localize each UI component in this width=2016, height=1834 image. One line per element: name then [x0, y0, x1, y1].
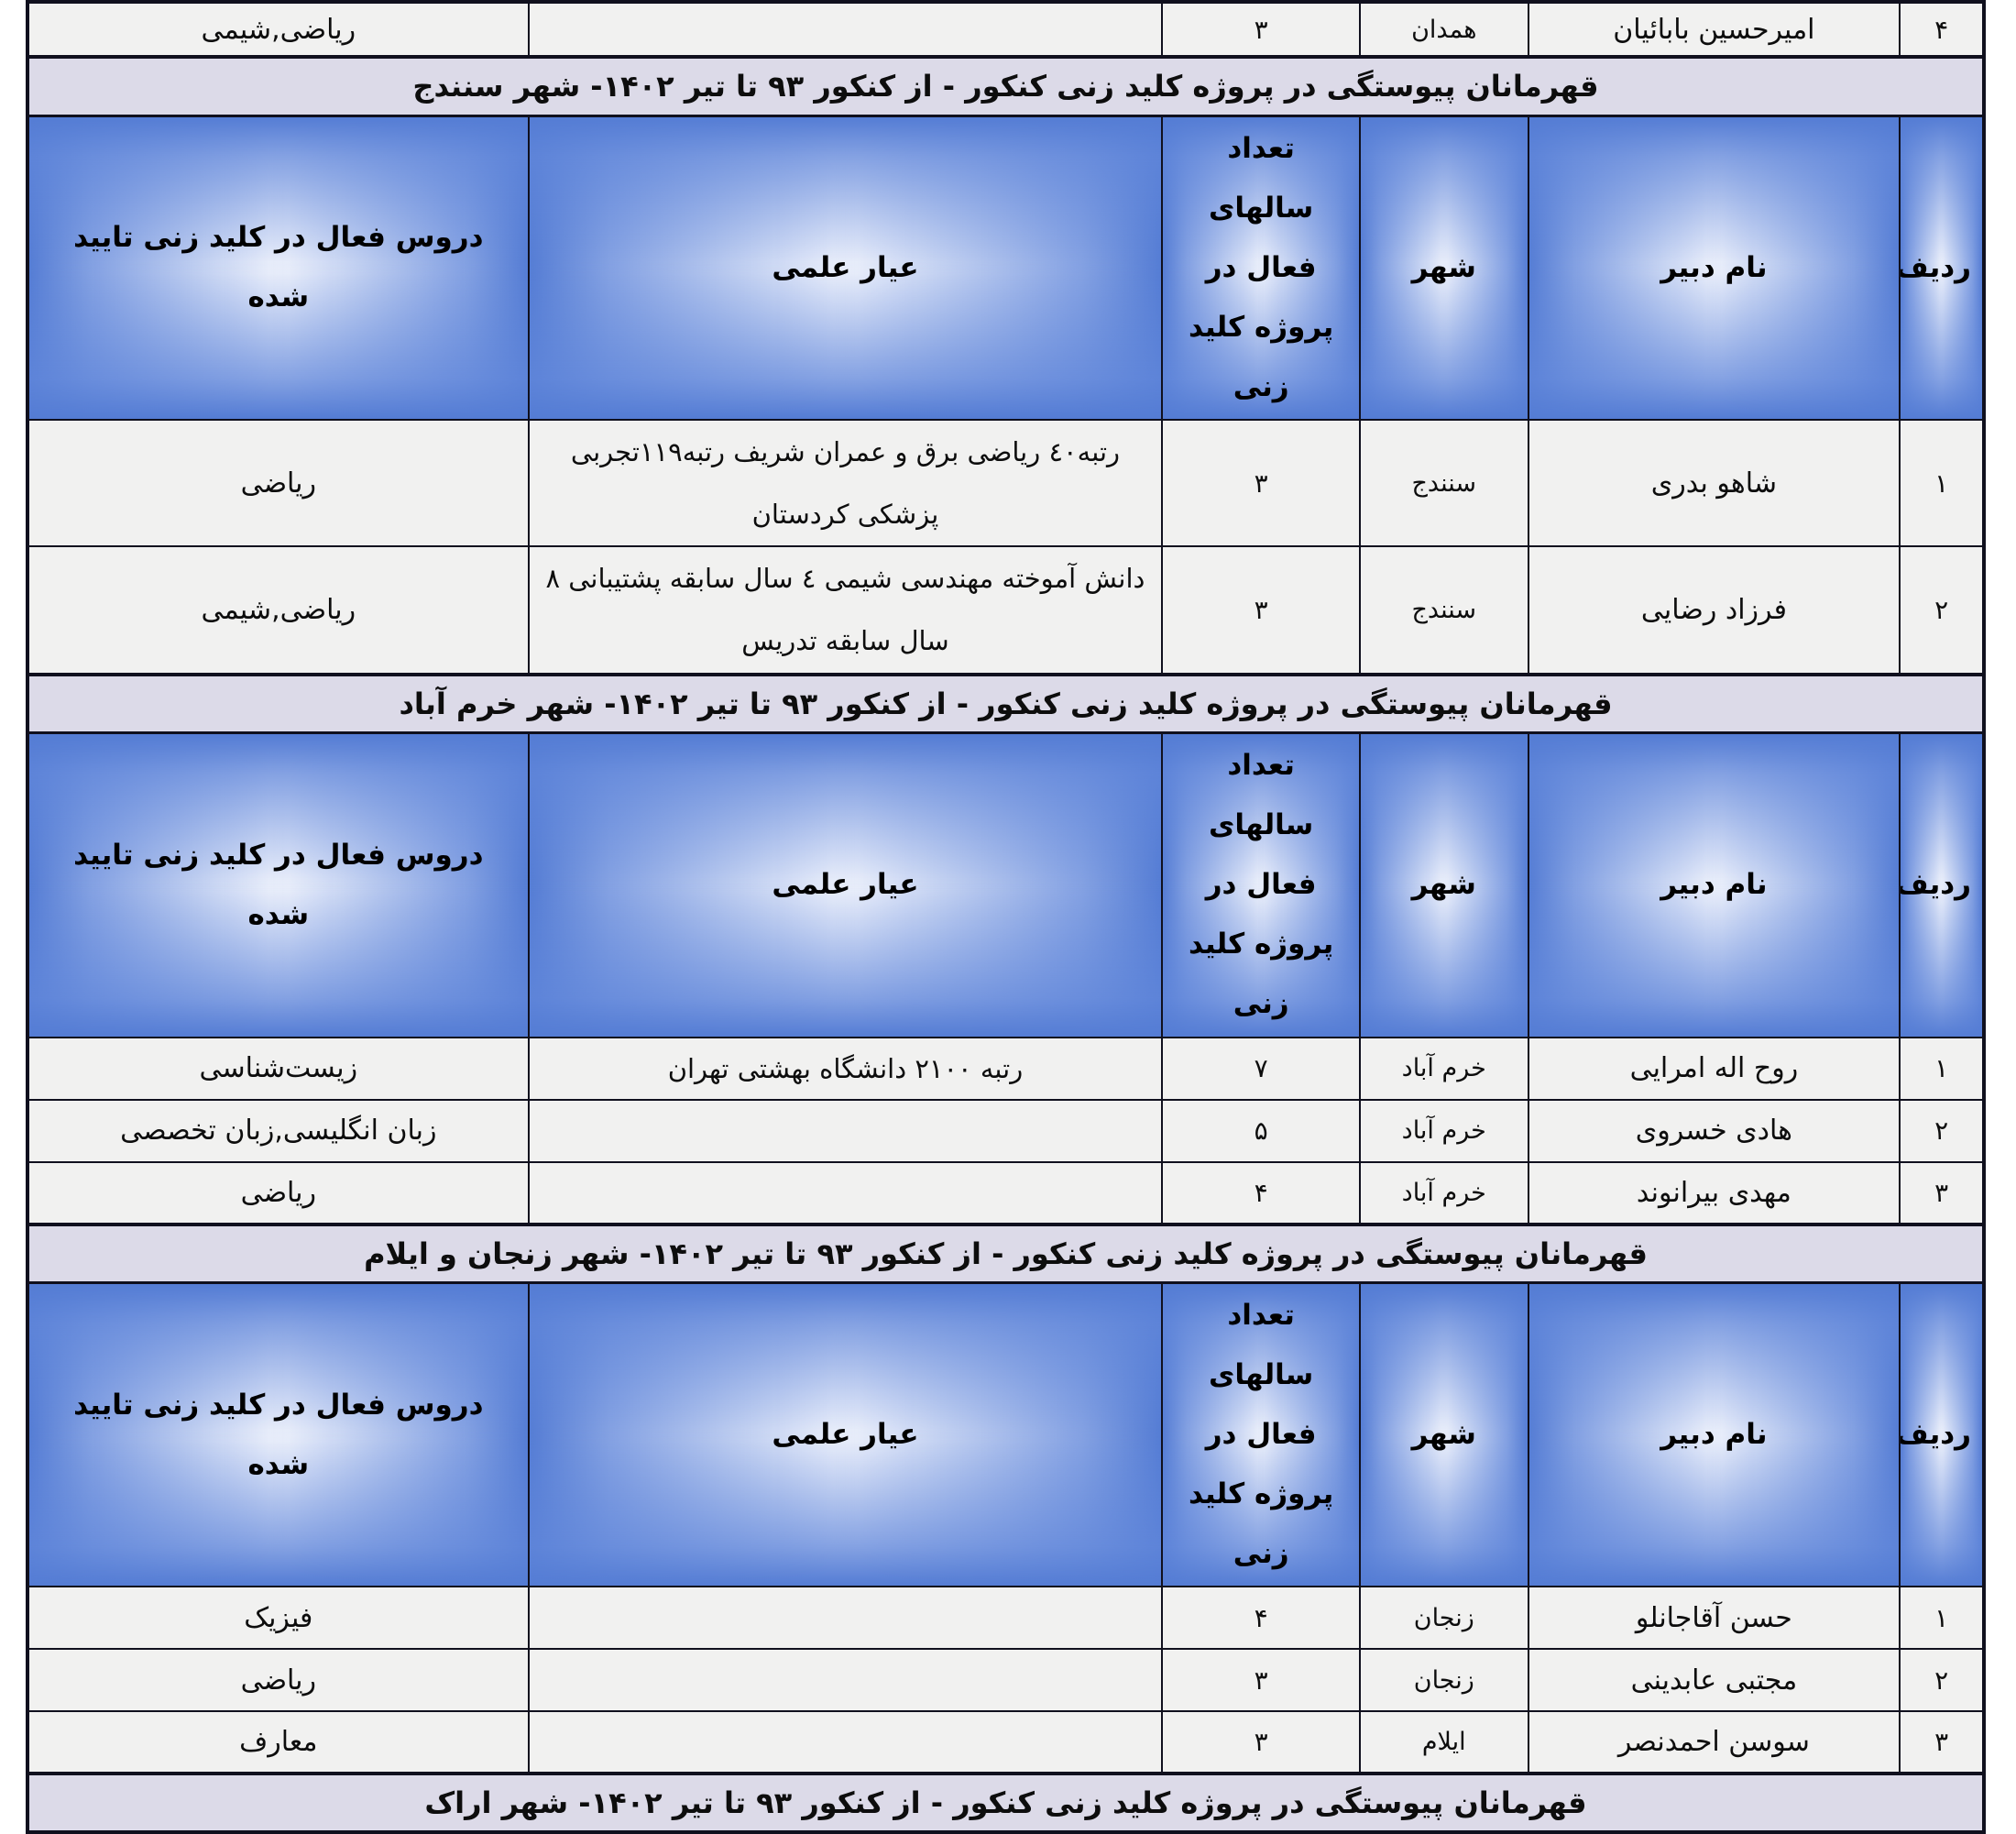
header-cell-radif: ردیف	[1899, 115, 1985, 421]
header-cell-name: نام دبیر	[1527, 731, 1901, 1038]
city-cell: خرم آباد	[1358, 1098, 1529, 1163]
approved-courses-cell: ریاضی	[27, 418, 530, 548]
teacher-name-cell: حسن آقاجانلو	[1527, 1586, 1901, 1651]
row-number-cell: ۲	[1899, 1098, 1985, 1163]
years-active-cell: ۳	[1161, 1, 1361, 58]
city-cell: زنجان	[1358, 1648, 1529, 1713]
city-cell: سنندج	[1358, 545, 1529, 675]
years-active-cell: ۴	[1161, 1160, 1361, 1225]
column-header-row: ردیف نام دبیر شهر تعداد سالهای فعال در پروژ…	[27, 115, 1985, 421]
approved-courses-cell: زیست‌شناسی	[27, 1036, 530, 1101]
city-cell: زنجان	[1358, 1586, 1529, 1651]
teacher-name-cell: مهدی بیرانوند	[1527, 1160, 1901, 1225]
document-page: ۴ امیرحسین بابائیان همدان ۳ ریاضی,شیمی قهرمان…	[26, 0, 1986, 1834]
section-title-row: قهرمانان پیوستگی در پروژه کلید زنی کنکور…	[27, 55, 1985, 117]
teacher-name-cell: شاهو بدری	[1527, 418, 1901, 548]
row-number-cell: ۴	[1899, 1, 1985, 58]
teacher-name-cell: سوسن احمدنصر	[1527, 1710, 1901, 1775]
table-row: ۱ شاهو بدری سنندج ۳ رتبه٤٠ ریاضی برق و عمران…	[27, 418, 1985, 548]
header-cell-radif: ردیف	[1899, 731, 1985, 1038]
header-cell-years: تعداد سالهای فعال در پروژه کلید زنی	[1161, 731, 1361, 1038]
city-cell: خرم آباد	[1358, 1160, 1529, 1225]
column-header-row: ردیف نام دبیر شهر تعداد سالهای فعال در پروژ…	[27, 1281, 1985, 1588]
header-cell-ayar: عیار علمی	[527, 731, 1164, 1038]
header-cell-courses: دروس فعال در کلید زنی تایید شده	[27, 731, 530, 1038]
header-cell-ayar: عیار علمی	[527, 115, 1164, 421]
row-number-cell: ۲	[1899, 1648, 1985, 1713]
section-title-row: قهرمانان پیوستگی در پروژه کلید زنی کنکور…	[27, 1222, 1985, 1284]
approved-courses-cell: زبان انگلیسی,زبان تخصصی	[27, 1098, 530, 1163]
table-row: ۳ مهدی بیرانوند خرم آباد ۴ ریاضی	[27, 1160, 1985, 1225]
years-active-cell: ۷	[1161, 1036, 1361, 1101]
years-active-cell: ۵	[1161, 1098, 1361, 1163]
teacher-name-cell: امیرحسین بابائیان	[1527, 1, 1901, 58]
section-title: قهرمانان پیوستگی در پروژه کلید زنی کنکور…	[27, 672, 1985, 735]
scientific-merit-cell	[527, 1098, 1164, 1163]
table-row: ۳ سوسن احمدنصر ایلام ۳ معارف	[27, 1710, 1985, 1775]
teacher-name-cell: هادی خسروی	[1527, 1098, 1901, 1163]
continuity-champions-table: ۴ امیرحسین بابائیان همدان ۳ ریاضی,شیمی قهرمان…	[26, 0, 1986, 1834]
header-cell-city: شهر	[1358, 731, 1529, 1038]
row-number-cell: ۳	[1899, 1710, 1985, 1775]
approved-courses-cell: ریاضی,شیمی	[27, 1, 530, 58]
teacher-name-cell: روح اله امرایی	[1527, 1036, 1901, 1101]
column-header-row: ردیف نام دبیر شهر تعداد سالهای فعال در پروژ…	[27, 731, 1985, 1038]
city-cell: سنندج	[1358, 418, 1529, 548]
table-row: ۲ هادی خسروی خرم آباد ۵ زبان انگلیسی,زبان تخ…	[27, 1098, 1985, 1163]
years-active-cell: ۳	[1161, 545, 1361, 675]
header-cell-ayar: عیار علمی	[527, 1281, 1164, 1588]
scientific-merit-cell	[527, 1160, 1164, 1225]
section-title-row: قهرمانان پیوستگی در پروژه کلید زنی کنکور…	[27, 1772, 1985, 1834]
header-cell-city: شهر	[1358, 1281, 1529, 1588]
header-cell-name: نام دبیر	[1527, 115, 1901, 421]
row-number-cell: ۱	[1899, 1036, 1985, 1101]
section-title: قهرمانان پیوستگی در پروژه کلید زنی کنکور…	[27, 1222, 1985, 1284]
scientific-merit-cell: رتبه٤٠ ریاضی برق و عمران شریف رتبه۱۱۹تجر…	[527, 418, 1164, 548]
scientific-merit-cell: رتبه ۲۱۰۰ دانشگاه بهشتی تهران	[527, 1036, 1164, 1101]
section-title: قهرمانان پیوستگی در پروژه کلید زنی کنکور…	[27, 55, 1985, 117]
table-row: ۲ مجتبی عابدینی زنجان ۳ ریاضی	[27, 1648, 1985, 1713]
header-cell-courses: دروس فعال در کلید زنی تایید شده	[27, 115, 530, 421]
table-row: ۱ روح اله امرایی خرم آباد ۷ رتبه ۲۱۰۰ دانشگا…	[27, 1036, 1985, 1101]
approved-courses-cell: ریاضی	[27, 1160, 530, 1225]
header-cell-years: تعداد سالهای فعال در پروژه کلید زنی	[1161, 1281, 1361, 1588]
scientific-merit-cell: دانش آموخته مهندسی شیمی ٤ سال سابقه پشتی…	[527, 545, 1164, 675]
approved-courses-cell: فیزیک	[27, 1586, 530, 1651]
table-body: ۴ امیرحسین بابائیان همدان ۳ ریاضی,شیمی قهرمان…	[27, 1, 1985, 1834]
scientific-merit-cell	[527, 1, 1164, 58]
scientific-merit-cell	[527, 1648, 1164, 1713]
section-title-row: قهرمانان پیوستگی در پروژه کلید زنی کنکور…	[27, 672, 1985, 735]
scientific-merit-cell	[527, 1710, 1164, 1775]
city-cell: ایلام	[1358, 1710, 1529, 1775]
row-number-cell: ۲	[1899, 545, 1985, 675]
approved-courses-cell: ریاضی,شیمی	[27, 545, 530, 675]
header-cell-radif: ردیف	[1899, 1281, 1985, 1588]
header-cell-city: شهر	[1358, 115, 1529, 421]
years-active-cell: ۳	[1161, 1710, 1361, 1775]
approved-courses-cell: ریاضی	[27, 1648, 530, 1713]
approved-courses-cell: معارف	[27, 1710, 530, 1775]
row-number-cell: ۳	[1899, 1160, 1985, 1225]
years-active-cell: ۴	[1161, 1586, 1361, 1651]
header-cell-years: تعداد سالهای فعال در پروژه کلید زنی	[1161, 115, 1361, 421]
table-row: ۴ امیرحسین بابائیان همدان ۳ ریاضی,شیمی	[27, 1, 1985, 58]
row-number-cell: ۱	[1899, 418, 1985, 548]
section-title: قهرمانان پیوستگی در پروژه کلید زنی کنکور…	[27, 1772, 1985, 1834]
header-cell-courses: دروس فعال در کلید زنی تایید شده	[27, 1281, 530, 1588]
years-active-cell: ۳	[1161, 418, 1361, 548]
table-row: ۲ فرزاد رضایی سنندج ۳ دانش آموخته مهندسی شیم…	[27, 545, 1985, 675]
table-row: ۱ حسن آقاجانلو زنجان ۴ فیزیک	[27, 1586, 1985, 1651]
city-cell: همدان	[1358, 1, 1529, 58]
row-number-cell: ۱	[1899, 1586, 1985, 1651]
header-cell-name: نام دبیر	[1527, 1281, 1901, 1588]
scientific-merit-cell	[527, 1586, 1164, 1651]
city-cell: خرم آباد	[1358, 1036, 1529, 1101]
years-active-cell: ۳	[1161, 1648, 1361, 1713]
teacher-name-cell: فرزاد رضایی	[1527, 545, 1901, 675]
teacher-name-cell: مجتبی عابدینی	[1527, 1648, 1901, 1713]
